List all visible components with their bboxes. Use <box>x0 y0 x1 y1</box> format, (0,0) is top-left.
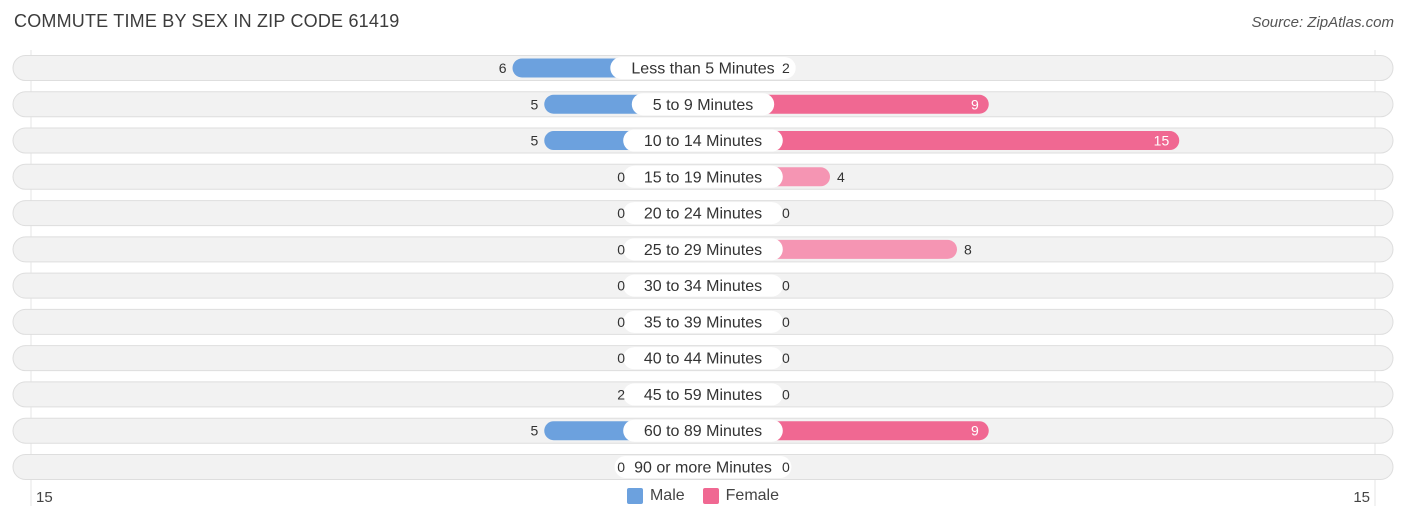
value-label-male: 0 <box>617 350 625 366</box>
axis-right-label: 15 <box>1353 489 1370 506</box>
value-label-female: 0 <box>782 386 790 402</box>
category-label: 30 to 34 Minutes <box>644 278 762 295</box>
value-label-male: 5 <box>530 96 538 112</box>
chart-title: COMMUTE TIME BY SEX IN ZIP CODE 61419 <box>14 11 400 31</box>
category-label: 15 to 19 Minutes <box>644 169 762 186</box>
chart-row: 60 to 89 Minutes 5 9 <box>12 417 1394 444</box>
category-label: 35 to 39 Minutes <box>644 314 762 331</box>
value-label-male: 5 <box>530 423 538 439</box>
legend: Male Female <box>0 487 1406 505</box>
value-label-male: 0 <box>617 169 625 185</box>
value-label-female: 0 <box>782 205 790 221</box>
value-label-female: 0 <box>782 314 790 330</box>
category-label-pill <box>610 57 796 79</box>
value-label-male: 6 <box>499 60 507 76</box>
legend-item-male: Male <box>626 487 685 505</box>
chart-row: 40 to 44 Minutes 0 0 <box>12 345 1394 372</box>
legend-swatch-female <box>702 488 719 504</box>
chart-row: 10 to 14 Minutes 5 15 <box>12 127 1394 154</box>
value-label-male: 0 <box>617 278 625 294</box>
bar-female <box>703 94 989 114</box>
category-label: 60 to 89 Minutes <box>644 423 762 440</box>
category-label: 45 to 59 Minutes <box>644 387 762 404</box>
category-label: 20 to 24 Minutes <box>644 206 762 223</box>
chart-row: 20 to 24 Minutes 0 0 <box>12 200 1394 227</box>
chart-row: Less than 5 Minutes 6 2 <box>12 55 1394 81</box>
value-label-female: 15 <box>1154 133 1170 149</box>
chart-row: 30 to 34 Minutes 0 0 <box>12 272 1394 299</box>
chart-row: 90 or more Minutes 0 0 <box>12 453 1394 480</box>
category-label-pill <box>623 274 783 297</box>
category-label-pill <box>623 347 783 370</box>
category-label: 5 to 9 Minutes <box>653 97 754 114</box>
legend-swatch-male <box>626 488 643 504</box>
axis-left-label: 15 <box>36 489 53 506</box>
value-label-male: 0 <box>617 205 625 221</box>
chart-row: 5 to 9 Minutes 5 9 <box>12 91 1394 118</box>
value-label-female: 0 <box>782 350 790 366</box>
category-label-pill <box>623 165 783 188</box>
value-label-male: 0 <box>617 459 625 475</box>
category-label-pill <box>614 455 792 478</box>
category-label: 10 to 14 Minutes <box>644 133 762 150</box>
value-label-female: 0 <box>782 278 790 294</box>
chart-row: 45 to 59 Minutes 2 0 <box>12 381 1394 408</box>
value-label-female: 0 <box>782 459 790 475</box>
value-label-female: 8 <box>964 241 972 257</box>
category-label-pill <box>623 419 783 442</box>
legend-item-female: Female <box>702 487 780 505</box>
category-label-pill <box>623 238 783 261</box>
value-label-female: 4 <box>837 169 845 185</box>
chart-row: 35 to 39 Minutes 0 0 <box>12 308 1394 335</box>
category-label-pill <box>623 310 783 333</box>
legend-label-male: Male <box>649 487 685 504</box>
category-label: 90 or more Minutes <box>634 459 772 476</box>
category-label: Less than 5 Minutes <box>631 61 774 78</box>
value-label-female: 9 <box>971 423 979 439</box>
chart-row: 25 to 29 Minutes 0 8 <box>12 236 1394 263</box>
category-label-pill <box>623 129 783 152</box>
value-label-male: 5 <box>530 133 538 149</box>
category-label-pill <box>631 93 775 116</box>
value-label-male: 0 <box>617 241 625 257</box>
value-label-female: 2 <box>782 60 790 76</box>
source-label: Source: ZipAtlas.com <box>1251 14 1394 31</box>
value-label-male: 2 <box>617 386 625 402</box>
category-label: 25 to 29 Minutes <box>644 242 762 259</box>
bar-female <box>703 131 1180 151</box>
category-label-pill <box>623 202 783 225</box>
category-label: 40 to 44 Minutes <box>644 351 762 368</box>
legend-label-female: Female <box>725 487 780 504</box>
value-label-male: 0 <box>617 314 625 330</box>
category-label-pill <box>623 383 783 406</box>
chart-row: 15 to 19 Minutes 0 4 <box>12 163 1394 190</box>
value-label-female: 9 <box>971 96 979 112</box>
